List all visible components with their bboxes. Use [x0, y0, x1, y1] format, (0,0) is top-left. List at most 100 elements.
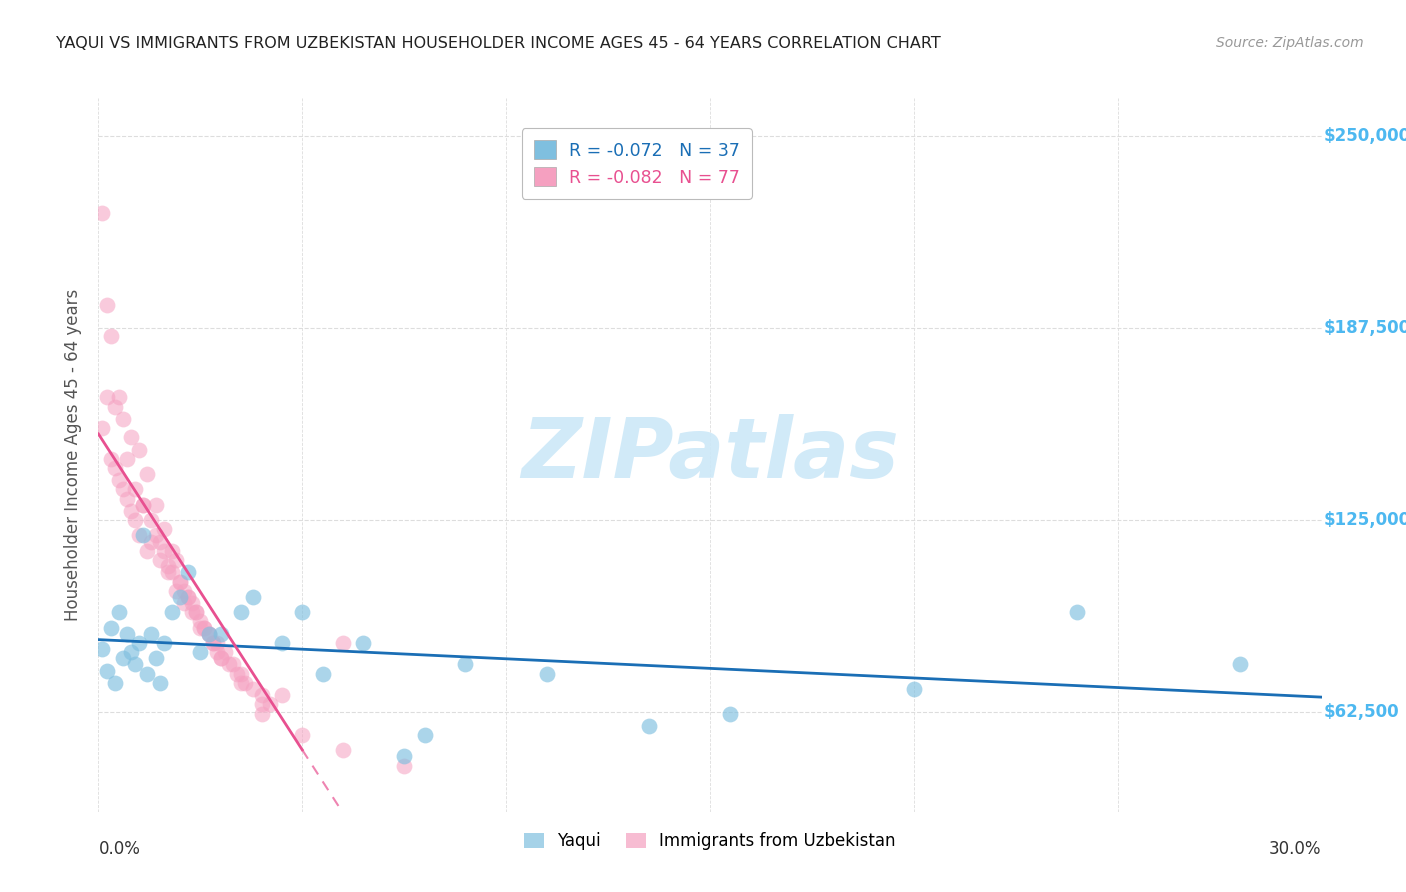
Point [108, 605, 131, 619]
Point [177, 590, 200, 604]
Point [111, 651, 134, 665]
Point [197, 626, 219, 640]
Text: $125,000: $125,000 [1324, 511, 1406, 529]
Point [141, 626, 163, 640]
Text: 30.0%: 30.0% [1270, 840, 1322, 858]
Point [193, 621, 215, 635]
Point [104, 400, 127, 414]
Point [718, 706, 742, 721]
Point [205, 645, 228, 659]
Point [201, 636, 224, 650]
Text: Source: ZipAtlas.com: Source: ZipAtlas.com [1216, 36, 1364, 50]
Point [169, 590, 191, 604]
Point [270, 636, 294, 650]
Point [177, 566, 200, 580]
Point [128, 636, 150, 650]
Text: ZIPatlas: ZIPatlas [522, 415, 898, 495]
Point [186, 605, 208, 619]
Point [250, 706, 273, 721]
Point [231, 605, 253, 619]
Point [91, 421, 114, 435]
Point [181, 596, 204, 610]
Point [115, 451, 138, 466]
Point [222, 657, 245, 672]
Point [226, 666, 249, 681]
Point [177, 590, 200, 604]
Point [108, 473, 131, 487]
Point [96, 298, 118, 312]
Point [96, 664, 118, 678]
Point [186, 605, 208, 619]
Point [160, 566, 183, 580]
Point [1229, 657, 1251, 672]
Point [209, 626, 232, 640]
Point [169, 574, 191, 589]
Point [201, 636, 224, 650]
Point [124, 483, 146, 497]
Point [173, 596, 195, 610]
Point [181, 605, 204, 619]
Point [111, 483, 134, 497]
Point [188, 645, 212, 659]
Point [188, 621, 212, 635]
Point [205, 636, 228, 650]
Point [413, 728, 436, 742]
Point [392, 749, 416, 764]
Point [536, 666, 558, 681]
Text: 0.0%: 0.0% [98, 840, 141, 858]
Legend: Yaqui, Immigrants from Uzbekistan: Yaqui, Immigrants from Uzbekistan [517, 826, 903, 857]
Point [156, 566, 179, 580]
Point [145, 498, 167, 512]
Point [111, 412, 134, 426]
Point [145, 651, 167, 665]
Point [100, 451, 122, 466]
Point [160, 605, 183, 619]
Point [214, 645, 236, 659]
Point [169, 574, 191, 589]
Point [197, 626, 219, 640]
Point [132, 528, 155, 542]
Point [270, 688, 294, 702]
Point [209, 651, 232, 665]
Y-axis label: Householder Income Ages 45 - 64 years: Householder Income Ages 45 - 64 years [65, 289, 83, 621]
Point [136, 666, 159, 681]
Point [156, 559, 179, 574]
Point [352, 636, 374, 650]
Point [120, 504, 142, 518]
Point [91, 206, 114, 220]
Point [120, 430, 142, 444]
Point [197, 626, 219, 640]
Point [188, 615, 212, 629]
Point [291, 728, 314, 742]
Point [233, 675, 256, 690]
Point [152, 544, 174, 558]
Text: YAQUI VS IMMIGRANTS FROM UZBEKISTAN HOUSEHOLDER INCOME AGES 45 - 64 YEARS CORREL: YAQUI VS IMMIGRANTS FROM UZBEKISTAN HOUS… [56, 36, 941, 51]
Point [209, 651, 232, 665]
Point [120, 645, 142, 659]
Text: $62,500: $62,500 [1324, 703, 1400, 721]
Point [136, 544, 159, 558]
Point [141, 534, 163, 549]
Point [1066, 605, 1088, 619]
Point [124, 657, 146, 672]
Point [152, 636, 174, 650]
Point [100, 621, 122, 635]
Point [115, 491, 138, 506]
Text: $250,000: $250,000 [1324, 128, 1406, 145]
Point [115, 626, 138, 640]
Point [132, 498, 155, 512]
Point [903, 681, 925, 696]
Point [124, 513, 146, 527]
Point [218, 657, 240, 672]
Point [141, 513, 163, 527]
Point [128, 528, 150, 542]
Text: $187,500: $187,500 [1324, 319, 1406, 337]
Point [132, 498, 155, 512]
Point [250, 688, 273, 702]
Point [173, 583, 195, 598]
Point [136, 467, 159, 482]
Point [242, 590, 264, 604]
Point [332, 743, 354, 757]
Point [193, 621, 215, 635]
Point [104, 675, 127, 690]
